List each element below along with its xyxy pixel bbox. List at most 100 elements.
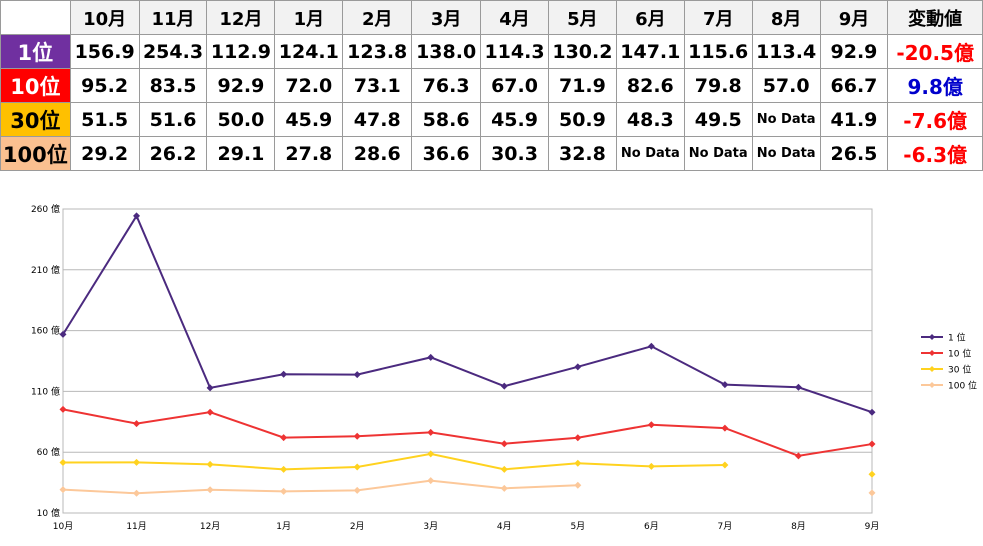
rank-label: 10位 xyxy=(0,68,71,103)
data-point xyxy=(280,434,288,442)
legend-label: 1 位 xyxy=(948,332,966,344)
x-tick-label: 11月 xyxy=(126,521,146,532)
series-line xyxy=(62,452,725,471)
data-point xyxy=(794,452,802,460)
column-header: 7月 xyxy=(683,0,753,35)
table-cell: 47.8 xyxy=(342,102,413,137)
data-point xyxy=(133,212,141,220)
table-row: 100位 29.2 26.2 29.1 27.8 28.6 36.6 30.3 32.8 No D… xyxy=(0,136,983,171)
table-cell: 41.9 xyxy=(819,102,889,137)
data-point xyxy=(206,408,214,416)
table-cell: 29.2 xyxy=(69,136,140,171)
y-tick-label: 110 億 xyxy=(31,385,60,397)
data-point xyxy=(721,381,729,389)
data-point xyxy=(794,383,802,391)
legend-label: 30 位 xyxy=(948,364,971,376)
table-cell: 28.6 xyxy=(342,136,413,171)
table-cell: 71.9 xyxy=(547,68,617,103)
x-tick-label: 2月 xyxy=(350,521,365,532)
table-cell: 115.6 xyxy=(683,34,753,69)
series-line xyxy=(62,408,873,457)
data-point xyxy=(353,371,361,379)
table-cell: 124.1 xyxy=(274,34,344,69)
table-cell: 32.8 xyxy=(547,136,617,171)
table-cell: 156.9 xyxy=(69,34,140,69)
column-header: 6月 xyxy=(615,0,685,35)
table-cell: 113.4 xyxy=(751,34,821,69)
legend-marker xyxy=(929,334,935,340)
data-point xyxy=(500,484,508,492)
x-tick-label: 8月 xyxy=(791,521,806,532)
data-point xyxy=(868,470,876,478)
legend-label: 10 位 xyxy=(948,348,971,360)
table-cell: 51.5 xyxy=(69,102,140,137)
y-tick-label: 160 億 xyxy=(31,325,60,337)
table-corner-cell xyxy=(0,0,71,35)
data-point xyxy=(868,408,876,416)
change-value: -20.5億 xyxy=(887,34,983,69)
change-value: -7.6億 xyxy=(887,102,983,137)
plot-area xyxy=(62,208,873,514)
table-row: 10位 95.2 83.5 92.9 72.0 73.1 76.3 67.0 71.9 82.6 7… xyxy=(0,68,983,103)
rank-label: 1位 xyxy=(0,34,71,69)
x-tick-label: 10月 xyxy=(53,521,73,532)
table-row: 30位 51.5 51.6 50.0 45.9 47.8 58.6 45.9 50.9 48.3 4… xyxy=(0,102,983,137)
data-point xyxy=(59,486,67,494)
x-tick-label: 1月 xyxy=(276,521,291,532)
table-cell: 51.6 xyxy=(138,102,208,137)
column-header: 9月 xyxy=(819,0,889,35)
table-cell: 45.9 xyxy=(480,102,549,137)
x-tick-label: 3月 xyxy=(423,521,438,532)
series-line xyxy=(62,479,578,495)
data-point xyxy=(721,424,729,432)
data-point xyxy=(133,420,141,428)
data-point xyxy=(280,487,288,495)
x-tick-label: 9月 xyxy=(865,521,880,532)
table-cell: 49.5 xyxy=(683,102,753,137)
x-tick-label: 6月 xyxy=(644,521,659,532)
table-cell: 79.8 xyxy=(683,68,753,103)
data-point xyxy=(500,465,508,473)
legend-label: 100 位 xyxy=(948,380,977,392)
table-cell: 92.9 xyxy=(206,68,276,103)
table-cell: 147.1 xyxy=(615,34,685,69)
table-cell: 92.9 xyxy=(819,34,889,69)
series-line xyxy=(62,213,873,414)
column-header: 4月 xyxy=(480,0,549,35)
x-tick-label: 7月 xyxy=(718,521,733,532)
column-header: 5月 xyxy=(547,0,617,35)
data-point xyxy=(59,459,67,467)
table-cell: 95.2 xyxy=(69,68,140,103)
table-cell: 83.5 xyxy=(138,68,208,103)
table-cell: 76.3 xyxy=(411,68,482,103)
data-point xyxy=(427,353,435,361)
data-point xyxy=(574,481,582,489)
data-point xyxy=(427,428,435,436)
table-cell: 50.0 xyxy=(206,102,276,137)
data-point xyxy=(353,463,361,471)
table-cell: 254.3 xyxy=(138,34,208,69)
table-cell: No Data xyxy=(615,136,685,171)
table-cell: 57.0 xyxy=(751,68,821,103)
data-point xyxy=(133,458,141,466)
data-point xyxy=(574,363,582,371)
data-point xyxy=(427,477,435,485)
data-point xyxy=(133,489,141,497)
ranking-table: 10月 11月 12月 1月 2月 3月 4月 5月 6月 7月 8月 9月 変… xyxy=(0,0,983,171)
table-cell: 130.2 xyxy=(547,34,617,69)
y-tick-label: 260 億 xyxy=(31,203,60,215)
rank-label: 30位 xyxy=(0,102,71,137)
data-point xyxy=(59,330,67,338)
table-header-row: 10月 11月 12月 1月 2月 3月 4月 5月 6月 7月 8月 9月 変… xyxy=(0,0,983,35)
column-header: 8月 xyxy=(751,0,821,35)
rank-label: 100位 xyxy=(0,136,71,171)
table-cell: 26.2 xyxy=(138,136,208,171)
table-cell: 138.0 xyxy=(411,34,482,69)
column-header: 3月 xyxy=(411,0,482,35)
data-point xyxy=(574,459,582,467)
table-cell: 50.9 xyxy=(547,102,617,137)
legend-marker xyxy=(929,382,935,388)
table-cell: No Data xyxy=(683,136,753,171)
column-header: 2月 xyxy=(342,0,413,35)
column-header: 12月 xyxy=(206,0,276,35)
